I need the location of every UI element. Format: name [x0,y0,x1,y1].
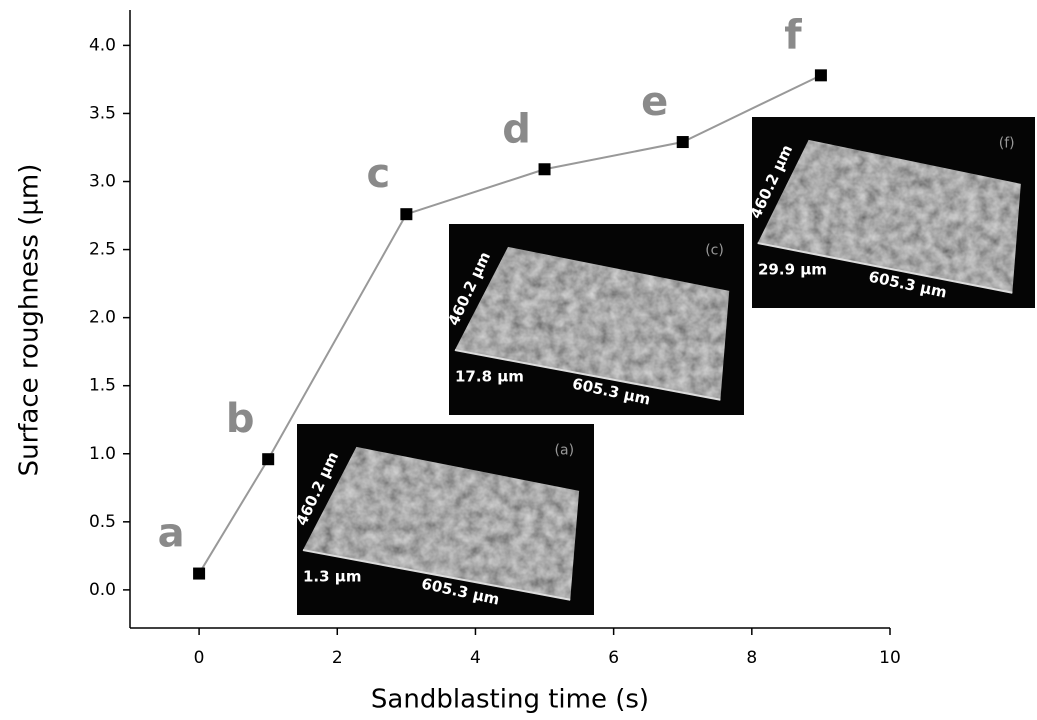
inset-tag: (f) [999,136,1015,152]
point-label: b [226,396,255,442]
point-label: d [502,106,531,152]
y-tick-label: 3.0 [89,172,116,192]
data-point [814,69,827,82]
inset-height-label: 17.8 µm [455,367,524,385]
point-label: e [641,79,668,125]
inset-height-label: 1.3 µm [303,567,361,585]
x-tick-label: 10 [879,648,901,668]
y-tick-label: 0.0 [89,580,116,600]
y-tick-label: 4.0 [89,35,116,55]
x-tick-label: 2 [332,648,343,668]
y-tick-label: 0.5 [89,512,116,532]
inset-edge [302,549,571,601]
x-tick-label: 6 [608,648,619,668]
x-tick-label: 8 [746,648,757,668]
inset-tag: (c) [705,243,724,259]
data-point [676,136,689,149]
point-label: a [158,511,185,557]
inset-surface [302,446,580,600]
inset-height-label: 29.9 µm [758,260,827,278]
y-tick-label: 3.5 [89,103,116,123]
data-point [262,453,275,466]
inset-edge [757,242,1013,294]
point-label: c [367,151,391,197]
data-point [538,163,551,176]
x-axis-label: Sandblasting time (s) [371,685,649,715]
inset-image: (a)460.2 µm1.3 µm 605.3 µm [292,424,594,615]
x-tick-label: 0 [194,648,205,668]
y-tick-label: 1.0 [89,444,116,464]
data-point [400,208,413,221]
inset-surface [454,246,730,400]
x-tick-label: 4 [470,648,481,668]
point-label: f [784,12,802,58]
inset-tag: (a) [555,443,575,459]
series-line [198,74,822,575]
inset-surface [757,139,1021,293]
y-axis-label: Surface roughness (µm) [15,164,45,477]
y-tick-label: 2.0 [89,308,116,328]
y-tick-label: 1.5 [89,376,116,396]
y-tick-label: 2.5 [89,240,116,260]
inset-edge [454,349,721,401]
data-point [193,567,206,580]
